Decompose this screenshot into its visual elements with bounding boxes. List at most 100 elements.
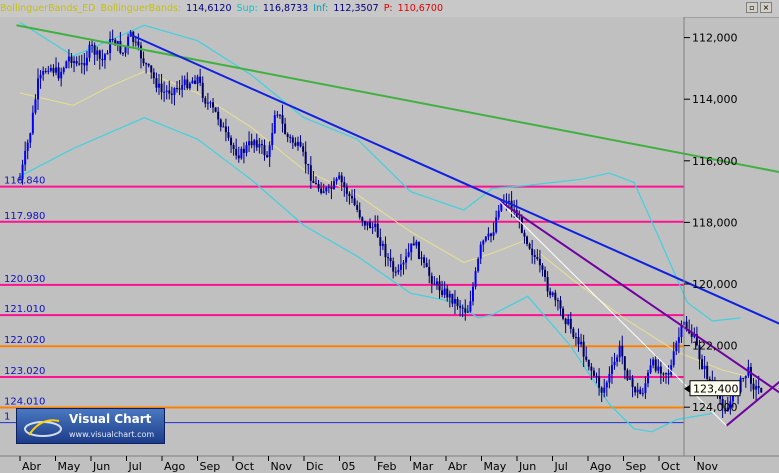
level-label: 121.010 xyxy=(4,304,45,315)
candle-body xyxy=(392,261,395,272)
candle-body xyxy=(389,257,392,262)
level-label: 123.020 xyxy=(4,366,45,377)
candle-body xyxy=(242,148,245,153)
green-trend-line xyxy=(16,24,779,173)
candle-body xyxy=(98,50,101,59)
candle-body xyxy=(526,236,529,244)
candle-body xyxy=(443,288,446,295)
inf-label: Inf: xyxy=(313,3,329,14)
candle-body xyxy=(145,63,148,65)
candle-body xyxy=(556,300,559,302)
visual-chart-logo[interactable]: Visual Chart www.visualchart.com xyxy=(16,408,165,444)
candle-body xyxy=(139,45,142,59)
candle-body xyxy=(142,58,145,64)
price-value: 110,6700 xyxy=(397,3,443,14)
candle-body xyxy=(196,76,199,84)
candle-body xyxy=(320,188,323,194)
x-tick-label: Feb xyxy=(377,460,396,473)
candle-body xyxy=(88,44,91,58)
candle-body xyxy=(425,262,428,268)
candle-body xyxy=(21,164,24,180)
candle-body xyxy=(549,291,552,296)
candle-body xyxy=(433,283,436,285)
x-tick-label: Sep xyxy=(626,460,647,473)
candle-body xyxy=(186,79,189,89)
candle-body xyxy=(546,277,549,292)
candle-body xyxy=(335,178,338,182)
candle-body xyxy=(569,318,572,329)
candle-body xyxy=(363,221,366,226)
candle-body xyxy=(309,165,312,181)
candle-body xyxy=(268,145,271,158)
candle-body xyxy=(471,286,474,302)
candle-body xyxy=(34,99,37,113)
purple-trend-line xyxy=(498,200,779,394)
candle-body xyxy=(106,52,109,55)
mid-band-value: 114,6120 xyxy=(186,3,232,14)
indicator-header: BollinguerBands_ED BollinguerBands: 114,… xyxy=(0,0,779,18)
candle-body xyxy=(646,372,649,384)
candle-body xyxy=(495,217,498,233)
candle-body xyxy=(636,389,639,393)
candle-body xyxy=(616,357,619,362)
study-name-secondary: BollinguerBands: xyxy=(100,3,182,14)
candle-body xyxy=(42,71,45,75)
candle-body xyxy=(402,262,405,265)
restore-button[interactable]: ▫ xyxy=(746,2,758,13)
price-axis[interactable]: 112,000 114,000 116,000 118,000 120,000 122,0… xyxy=(684,32,738,415)
candle-body xyxy=(49,67,52,71)
candle-body xyxy=(31,112,34,134)
time-axis[interactable]: Abr May Jun Jul Ago Sep Oct Nov Dic 05 Feb Mar Abr Ma… xyxy=(19,456,718,473)
close-button[interactable]: × xyxy=(760,2,772,13)
level-label: 1 xyxy=(4,412,10,423)
level-label: 116.840 xyxy=(4,176,45,187)
candle-body xyxy=(520,217,523,233)
level-label: 117.980 xyxy=(4,211,45,222)
candle-body xyxy=(665,373,668,375)
candle-body xyxy=(559,300,562,309)
candle-body xyxy=(376,223,379,238)
candle-body xyxy=(266,155,269,158)
price-chart[interactable]: 116.840 117.980 120.030 121.010 122.020 123.0… xyxy=(0,17,779,473)
x-tick-label: Sep xyxy=(200,460,221,473)
candle-body xyxy=(44,71,47,73)
candle-body xyxy=(219,119,222,128)
candle-body xyxy=(605,382,608,388)
x-tick-label: Jul xyxy=(128,460,142,473)
candle-body xyxy=(240,148,243,159)
x-tick-label: May xyxy=(58,460,81,473)
y-tick-label: 112,000 xyxy=(692,32,738,45)
candle-body xyxy=(217,111,220,120)
candle-body xyxy=(701,359,704,370)
candle-body xyxy=(109,39,112,53)
upper-band-line xyxy=(19,21,741,322)
candle-body xyxy=(47,70,50,72)
candle-body xyxy=(508,200,511,202)
candle-body xyxy=(464,308,467,313)
candle-body xyxy=(281,115,284,124)
candle-body xyxy=(430,275,433,284)
candle-body xyxy=(420,257,423,259)
candle-body xyxy=(224,126,227,133)
candle-body xyxy=(24,150,27,165)
y-tick-label: 122,000 xyxy=(692,340,738,353)
candle-body xyxy=(121,52,124,54)
candle-body xyxy=(351,196,354,199)
candle-body xyxy=(695,334,698,346)
candle-body xyxy=(330,186,333,189)
candle-body xyxy=(757,386,760,388)
candle-body xyxy=(562,308,565,319)
blue-trend-line xyxy=(129,33,779,325)
candle-body xyxy=(332,181,335,189)
candle-body xyxy=(93,45,96,55)
candle-body xyxy=(531,248,534,256)
candle-body xyxy=(515,210,518,218)
candle-body xyxy=(65,61,68,69)
candle-body xyxy=(119,41,122,53)
candle-body xyxy=(248,141,251,146)
candle-body xyxy=(366,221,369,226)
candle-body xyxy=(760,387,763,393)
candle-body xyxy=(235,148,238,156)
candle-body xyxy=(206,102,209,104)
